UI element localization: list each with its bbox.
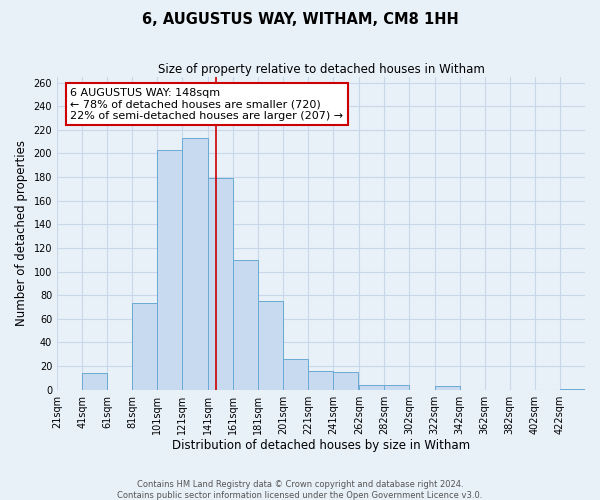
Bar xyxy=(283,359,308,390)
Bar xyxy=(157,150,182,390)
Bar xyxy=(82,373,107,390)
Bar xyxy=(359,385,385,390)
X-axis label: Distribution of detached houses by size in Witham: Distribution of detached houses by size … xyxy=(172,440,470,452)
Bar xyxy=(182,138,208,390)
Bar xyxy=(385,385,409,390)
Bar xyxy=(132,304,157,390)
Y-axis label: Number of detached properties: Number of detached properties xyxy=(15,140,28,326)
Bar xyxy=(257,301,283,390)
Text: 6, AUGUSTUS WAY, WITHAM, CM8 1HH: 6, AUGUSTUS WAY, WITHAM, CM8 1HH xyxy=(142,12,458,28)
Bar xyxy=(208,178,233,390)
Text: 6 AUGUSTUS WAY: 148sqm
← 78% of detached houses are smaller (720)
22% of semi-de: 6 AUGUSTUS WAY: 148sqm ← 78% of detached… xyxy=(70,88,343,121)
Text: Contains HM Land Registry data © Crown copyright and database right 2024.
Contai: Contains HM Land Registry data © Crown c… xyxy=(118,480,482,500)
Bar xyxy=(434,386,460,390)
Bar xyxy=(308,371,333,390)
Bar xyxy=(233,260,257,390)
Title: Size of property relative to detached houses in Witham: Size of property relative to detached ho… xyxy=(158,62,484,76)
Bar xyxy=(560,388,585,390)
Bar xyxy=(333,372,358,390)
